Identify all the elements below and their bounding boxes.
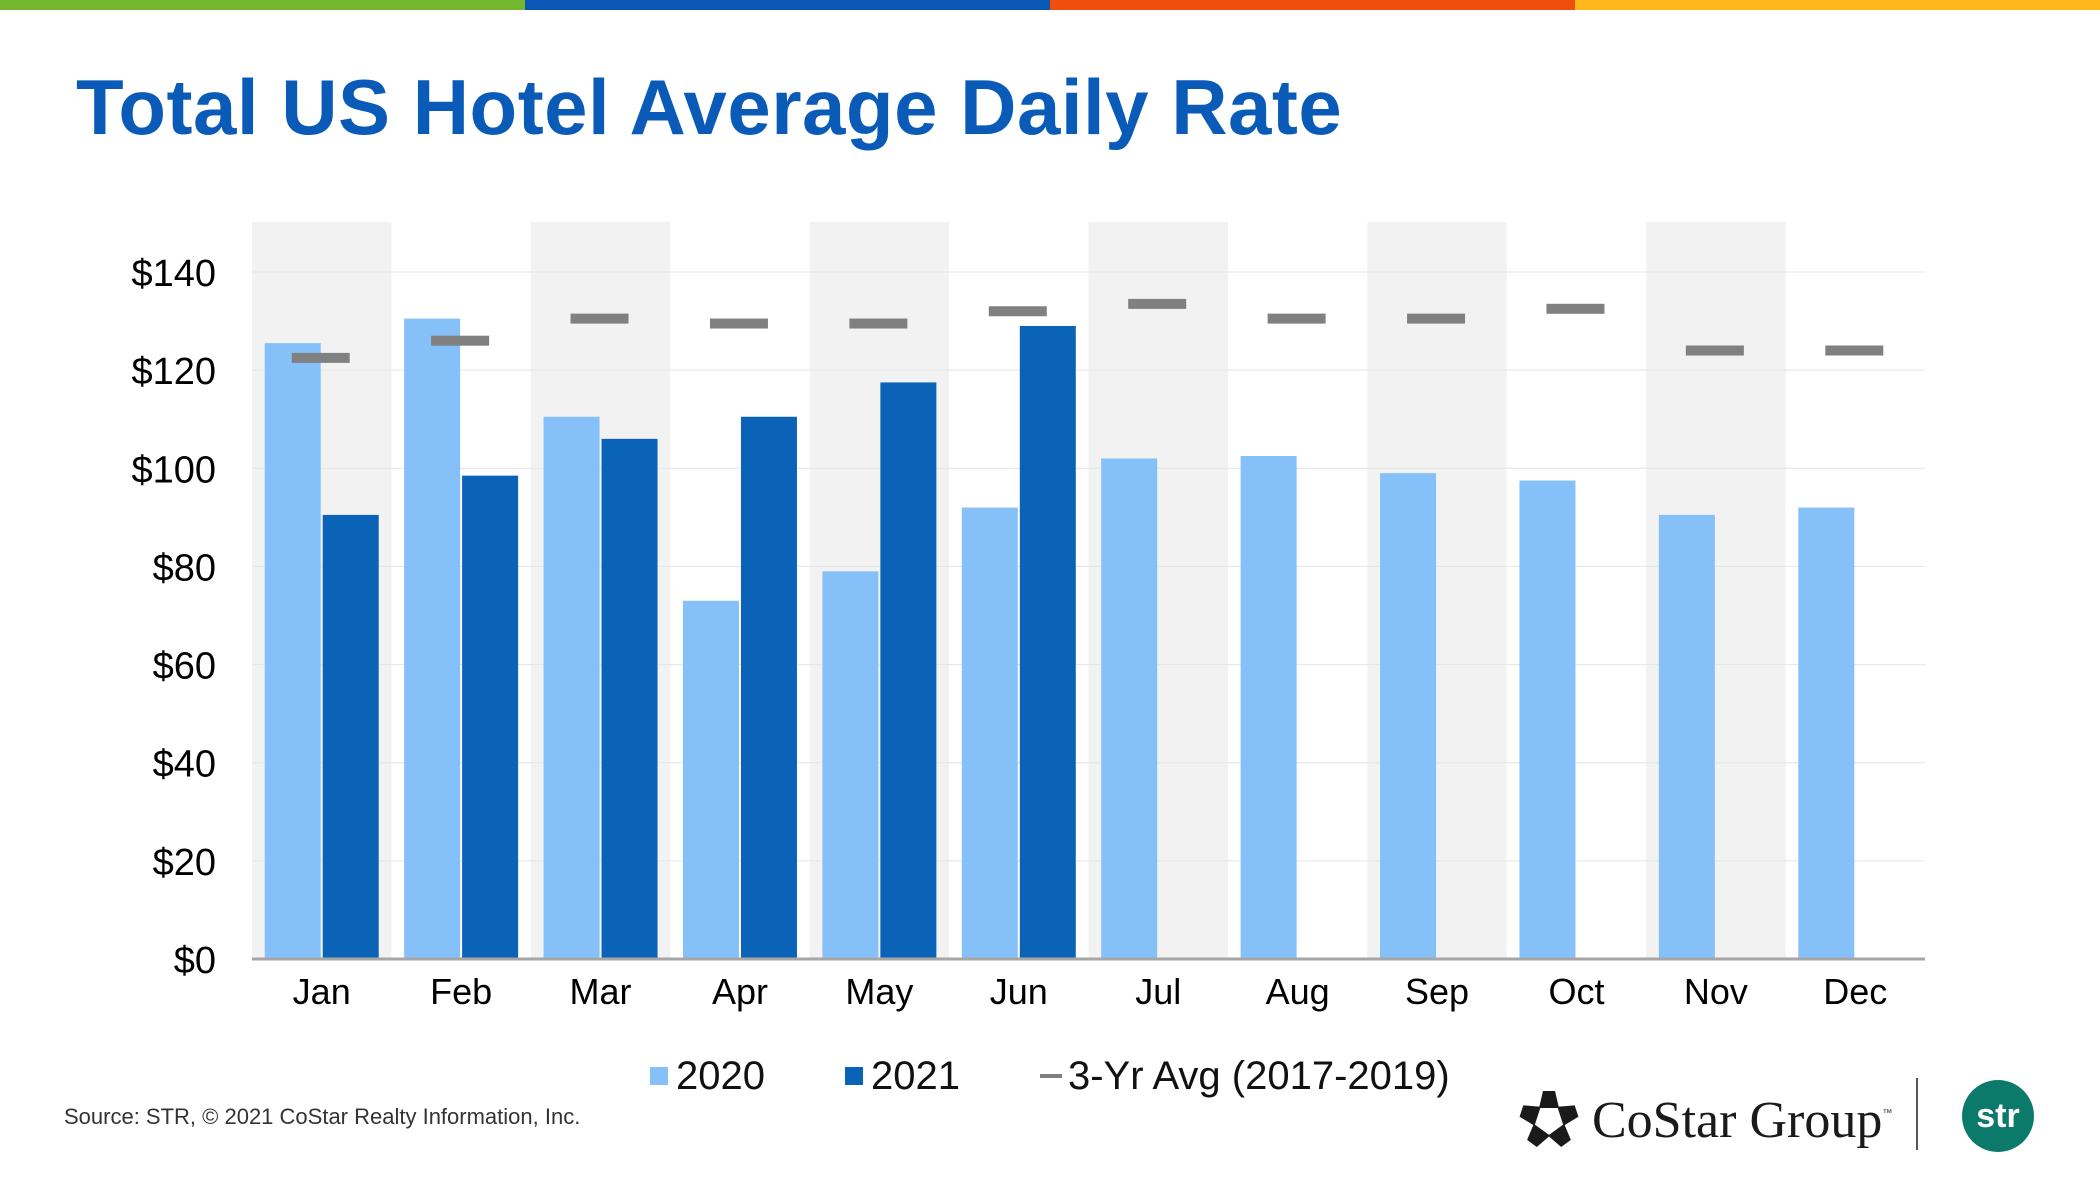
avg-marker-may (849, 318, 908, 329)
bar-2021-may (880, 382, 937, 959)
avg-marker-sep (1407, 313, 1466, 324)
source-note: Source: STR, © 2021 CoStar Realty Inform… (64, 1104, 581, 1129)
top-bar-segment-yellow (1575, 0, 2100, 10)
avg-marker-oct (1546, 303, 1605, 314)
chart-title: Total US Hotel Average Daily Rate (76, 63, 1343, 151)
legend-swatch-2020 (650, 1067, 668, 1085)
bar-2020-jan (264, 343, 321, 959)
adr-bar-chart: $0 $20 $40 $60 $80 $100 $120 $140 Jan Feb Mar Apr Ma… (131, 222, 1925, 1012)
bar-2020-dec (1798, 507, 1855, 959)
bar-2020-feb (404, 318, 461, 959)
bar-2020-oct (1519, 480, 1576, 959)
legend-item-2021: 2021 (844, 1053, 960, 1099)
avg-marker-apr (709, 318, 768, 329)
avg-marker-feb (431, 335, 490, 346)
bar-2021-feb (462, 475, 519, 959)
x-tick-label-mar: Mar (570, 971, 632, 1012)
y-tick-label: $60 (153, 646, 216, 688)
y-tick-label: $80 (153, 547, 216, 589)
bar-2021-mar (601, 438, 658, 959)
bar-2020-aug (1240, 456, 1297, 959)
bar-2020-may (822, 571, 879, 959)
legend-swatch-2021 (844, 1067, 863, 1085)
top-color-bar (0, 0, 2100, 10)
bar-2021-jan (322, 514, 379, 959)
x-tick-label-dec: Dec (1823, 971, 1887, 1012)
top-bar-segment-blue (525, 0, 1050, 10)
top-bar-segment-green (0, 0, 525, 10)
legend-swatch-3yr-avg (1039, 1074, 1062, 1078)
legend-label-2021: 2021 (870, 1053, 960, 1098)
legend-label-3yr-avg: 3-Yr Avg (2017-2019) (1067, 1053, 1450, 1098)
y-tick-label: $120 (131, 351, 216, 393)
costar-group-logo: CoStar Group ™ (1518, 1080, 1892, 1160)
avg-marker-aug (1267, 313, 1326, 324)
avg-marker-dec (1825, 345, 1884, 356)
x-tick-label-apr: Apr (712, 971, 768, 1012)
trademark-mark: ™ (1882, 1108, 1893, 1119)
avg-marker-jun (988, 306, 1047, 317)
bar-2020-apr (682, 600, 739, 959)
x-tick-label-jun: Jun (990, 971, 1048, 1012)
x-tick-label-feb: Feb (430, 971, 492, 1012)
costar-group-wordmark: CoStar Group (1592, 1091, 1883, 1149)
y-tick-label: $20 (153, 842, 216, 884)
bar-2020-mar (543, 416, 600, 959)
x-tick-label-nov: Nov (1684, 971, 1748, 1012)
legend-label-2020: 2020 (676, 1053, 765, 1098)
str-logo-badge: str (1962, 1080, 2034, 1152)
chart-legend: 2020 2021 3-Yr Avg (2017-2019) (650, 1050, 1530, 1102)
bar-2020-sep (1380, 473, 1437, 959)
x-tick-label-aug: Aug (1266, 971, 1330, 1012)
x-tick-label-oct: Oct (1548, 971, 1604, 1012)
x-tick-label-may: May (845, 971, 913, 1012)
y-tick-label: $0 (174, 940, 216, 982)
y-tick-label: $40 (153, 744, 216, 786)
avg-marker-jan (291, 352, 350, 363)
x-tick-label-sep: Sep (1405, 971, 1469, 1012)
y-tick-label: $140 (131, 253, 216, 295)
logo-divider (1916, 1078, 1918, 1150)
avg-marker-mar (570, 313, 629, 324)
avg-marker-nov (1685, 345, 1744, 356)
legend-item-3yr-avg: 3-Yr Avg (2017-2019) (1039, 1053, 1450, 1099)
bar-2020-jun (961, 507, 1018, 959)
bar-2020-nov (1658, 514, 1715, 959)
x-tick-label-jul: Jul (1135, 971, 1181, 1012)
costar-star-icon (1519, 1091, 1579, 1147)
top-bar-segment-orange (1050, 0, 1575, 10)
legend-item-2020: 2020 (650, 1054, 765, 1099)
y-tick-label: $100 (131, 449, 216, 491)
bar-2021-jun (1019, 325, 1076, 959)
avg-marker-jul (1128, 298, 1187, 309)
x-tick-label-jan: Jan (293, 971, 351, 1012)
bar-2021-apr (740, 416, 797, 959)
bar-2020-jul (1101, 458, 1158, 959)
